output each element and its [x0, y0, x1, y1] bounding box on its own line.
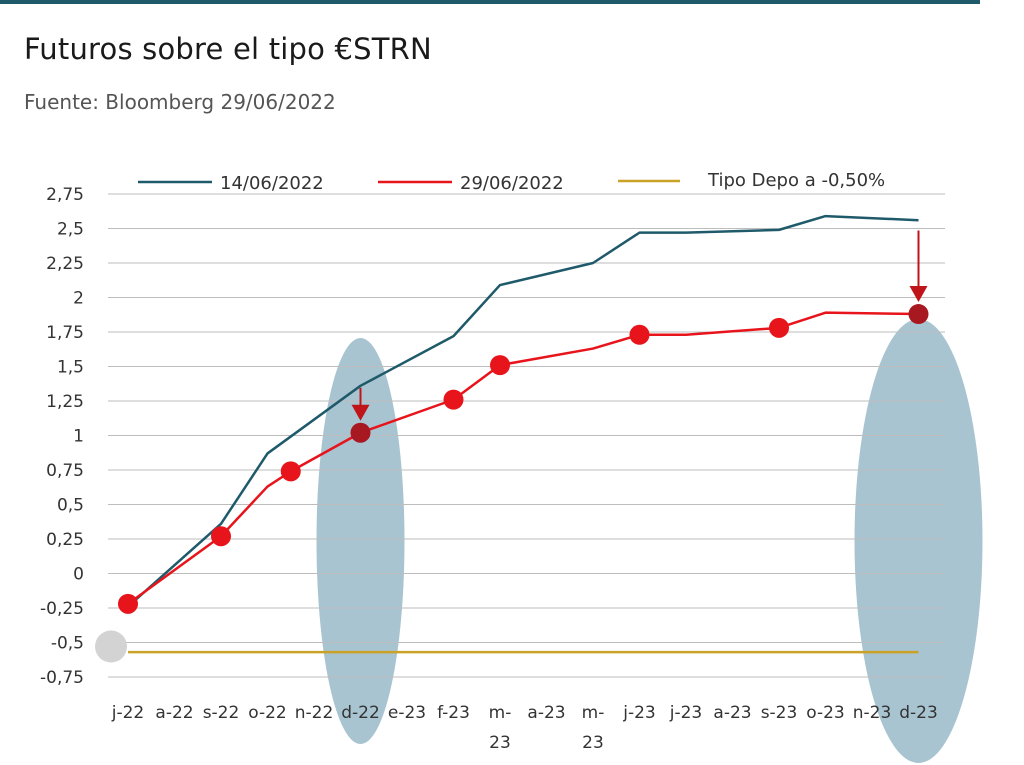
data-point	[629, 324, 650, 345]
arrow-head	[909, 286, 928, 303]
arrow-head	[351, 404, 370, 421]
y-tick-label: 0,25	[46, 530, 84, 550]
grey-marker	[95, 630, 128, 663]
data-point	[211, 526, 231, 547]
x-tick-label: s-23	[761, 703, 798, 723]
x-tick-label: j-23	[669, 703, 703, 723]
x-tick-label: d-22	[341, 703, 380, 723]
chart-subtitle: Fuente: Bloomberg 29/06/2022	[24, 90, 336, 114]
y-tick-label: 2,25	[46, 254, 84, 274]
data-point	[769, 317, 789, 338]
y-tick-label: 2,5	[57, 220, 84, 240]
y-tick-label: 2,75	[46, 185, 84, 205]
legend-label-3: Tipo Depo a -0,50%	[707, 170, 885, 191]
x-axis-group: j-22 a-22 s-22 o-22 n-22 d-22 e-23 f-23 m-23 a-23…	[111, 703, 938, 753]
x-tick-label: s-22	[203, 703, 240, 723]
y-tick-label: 2	[73, 289, 84, 309]
highlight-group	[316, 319, 983, 763]
chart-title: Futuros sobre el tipo €STRN	[24, 32, 432, 66]
marker-group	[95, 304, 929, 663]
y-tick-label: 1,5	[57, 358, 84, 378]
x-tick-label: o-23	[806, 703, 844, 723]
y-tick-label: -0,75	[40, 668, 84, 688]
data-point	[350, 422, 371, 443]
data-point	[118, 593, 138, 614]
x-tick-label: e-23	[388, 703, 426, 723]
x-tick-label: a-22	[155, 703, 193, 723]
x-tick-label: j-23	[622, 703, 656, 723]
x-tick-label: d-23	[899, 703, 938, 723]
series-line-2	[127, 311, 919, 605]
data-point	[490, 355, 510, 376]
data-point	[443, 389, 464, 410]
grid-group: 2,75 2,5 2,25 2 1,75 1,5 1,25 1 0,75 0,5 0,25 0 -0,2…	[40, 185, 945, 688]
x-tick-label: n-22	[295, 703, 334, 723]
y-tick-label: 0	[73, 565, 84, 585]
x-tick-label: a-23	[713, 703, 751, 723]
y-tick-label: 1,25	[46, 392, 84, 412]
highlight-ellipse	[854, 319, 983, 763]
y-tick-label: 1,75	[46, 323, 84, 343]
x-tick-label: a-23	[527, 703, 565, 723]
x-tick-label: f-23	[437, 703, 470, 723]
data-point	[280, 461, 301, 482]
top-rule	[0, 0, 980, 4]
legend-label-2: 29/06/2022	[460, 173, 564, 194]
data-point	[908, 304, 929, 325]
y-tick-label: 0,75	[46, 461, 84, 481]
x-tick-label: m-23	[489, 703, 512, 753]
series-line-1	[127, 214, 919, 608]
y-tick-label: 0,5	[57, 496, 84, 516]
legend-label-1: 14/06/2022	[220, 173, 324, 194]
x-tick-label: m-23	[582, 703, 605, 753]
y-tick-label: -0,25	[40, 599, 84, 619]
arrow-group	[351, 230, 928, 421]
series-group	[127, 214, 919, 654]
x-tick-label: n-23	[853, 703, 892, 723]
y-tick-label: -0,5	[51, 634, 84, 654]
x-tick-label: o-22	[248, 703, 286, 723]
legend: 14/06/2022 29/06/2022 Tipo Depo a -0,50%	[138, 170, 885, 194]
x-tick-label: j-22	[111, 703, 145, 723]
y-tick-label: 1	[73, 427, 84, 447]
